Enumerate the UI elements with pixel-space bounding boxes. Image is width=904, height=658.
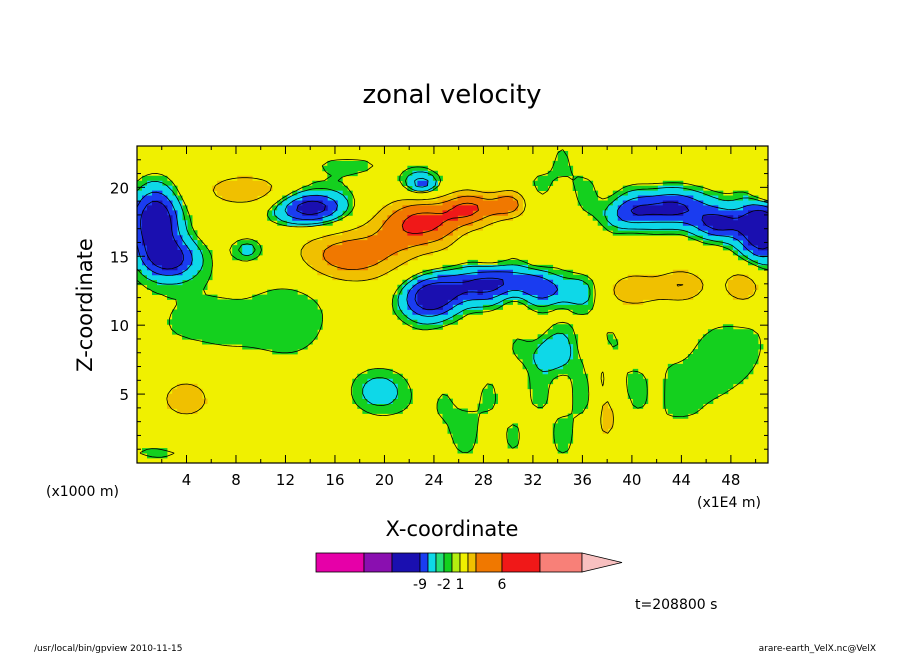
colorbar xyxy=(315,552,623,573)
contour-line xyxy=(137,177,768,317)
colorbar-bin xyxy=(391,552,421,573)
colorbar-bin xyxy=(451,552,461,573)
colorbar-bin xyxy=(435,552,445,573)
x-axis-label: X-coordinate xyxy=(386,517,519,541)
colorbar-bin xyxy=(419,552,429,573)
x-tick-label: 28 xyxy=(474,471,493,489)
colorbar-labels: -9 -2 1 6 xyxy=(413,577,507,593)
colorbar-label: 1 xyxy=(456,577,465,593)
x-tick-label: 32 xyxy=(523,471,542,489)
colorbar-bin xyxy=(315,552,365,573)
band-pos-3 xyxy=(167,175,759,434)
colorbar-label: 6 xyxy=(498,577,507,593)
x-tick-label: 48 xyxy=(721,471,740,489)
colorbar-bin xyxy=(475,552,503,573)
x-tick-label: 44 xyxy=(672,471,691,489)
y-tick-label: 20 xyxy=(110,179,129,197)
colorbar-bin xyxy=(363,552,393,573)
contour-line xyxy=(322,195,684,287)
y-tick-label: 15 xyxy=(110,248,129,266)
chart-title: zonal velocity xyxy=(362,80,541,110)
x-tick-label: 24 xyxy=(424,471,443,489)
plot-frame xyxy=(136,145,769,464)
band-neg-6 xyxy=(142,200,768,310)
y-tick-label: 5 xyxy=(119,386,129,404)
colorbar-bin xyxy=(501,552,541,573)
contour-line xyxy=(401,202,479,234)
x-tick-label: 8 xyxy=(231,471,241,489)
x-unit-right: (x1E4 m) xyxy=(697,495,761,511)
x-unit-left: (x1000 m) xyxy=(46,484,119,500)
x-tick-label: 20 xyxy=(375,471,394,489)
x-axis-ticks: 4 8 12 16 20 24 28 32 36 40 44 48 xyxy=(161,146,757,489)
band-pos-7 xyxy=(402,205,478,236)
contour-line xyxy=(140,200,768,311)
colorbar-bin xyxy=(467,552,477,573)
y-tick-label: 10 xyxy=(110,317,129,335)
band-neg-4 xyxy=(137,180,768,315)
colorbar-bin xyxy=(427,552,437,573)
colorbar-label: -2 xyxy=(437,577,451,593)
x-tick-label: 4 xyxy=(182,471,192,489)
x-tick-label: 12 xyxy=(276,471,295,489)
contour-line xyxy=(137,171,768,406)
contour-line xyxy=(166,177,768,434)
y-axis-ticks: 5 10 15 20 xyxy=(110,159,768,450)
y-axis-label: Z-coordinate xyxy=(73,238,97,372)
footer-right: arare-earth_VelX.nc@VelX xyxy=(759,644,876,654)
colorbar-bin xyxy=(539,552,583,573)
colorbar-bin xyxy=(459,552,469,573)
colorbar-bin xyxy=(443,552,453,573)
x-tick-label: 36 xyxy=(573,471,592,489)
footer-left: /usr/local/bin/gpview 2010-11-15 xyxy=(34,644,182,654)
x-tick-label: 40 xyxy=(622,471,641,489)
contour-field xyxy=(137,149,768,459)
x-tick-label: 16 xyxy=(325,471,344,489)
colorbar-label: -9 xyxy=(413,577,427,593)
timestamp: t=208800 s xyxy=(635,597,717,613)
colorbar-arrow xyxy=(581,552,623,573)
contour-line xyxy=(137,149,768,458)
